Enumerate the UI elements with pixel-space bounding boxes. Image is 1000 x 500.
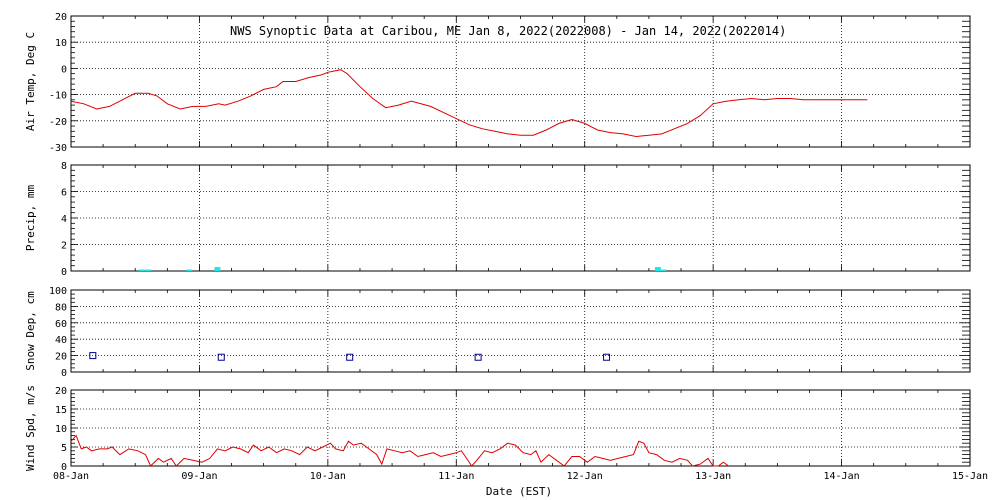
x-tick-label: 09-Jan xyxy=(181,471,217,482)
y-tick-label: 20 xyxy=(55,386,67,397)
y-tick-label: -30 xyxy=(49,143,67,154)
panel-precip: 8 6 4 2 0 Precip, mm xyxy=(24,161,971,278)
panel-wind: 20 15 10 5 0 Wind Spd, m/s xyxy=(24,385,971,473)
y-tick-label: 0 xyxy=(61,267,67,278)
precip-bar xyxy=(186,269,193,271)
y-tick-label: 0 xyxy=(61,368,67,379)
wind-series-line xyxy=(70,434,729,467)
snow-depth-point xyxy=(217,353,225,361)
x-tick-label: 14-Jan xyxy=(824,471,860,482)
y-tick-label: 4 xyxy=(61,214,67,225)
y-axis-label-temp: Air Temp, Deg C xyxy=(24,32,37,131)
x-tick-label: 11-Jan xyxy=(438,471,474,482)
y-tick-label: 20 xyxy=(55,12,67,23)
precip-bar xyxy=(660,269,667,271)
panel-frame xyxy=(70,164,971,272)
panel-frame xyxy=(70,389,971,467)
precip-bar xyxy=(145,269,152,271)
y-axis-label-snow: Snow Dep, cm xyxy=(24,291,37,371)
precip-bar xyxy=(214,267,221,271)
y-tick-label: -20 xyxy=(49,117,67,128)
snow-depth-point xyxy=(346,353,354,361)
y-tick-label: 40 xyxy=(55,335,67,346)
y-tick-label: 2 xyxy=(61,241,67,252)
y-tick-label: 10 xyxy=(55,424,67,435)
snow-depth-point xyxy=(89,352,97,360)
y-tick-label: 100 xyxy=(49,286,67,297)
y-tick-label: 8 xyxy=(61,161,67,172)
chart-title: NWS Synoptic Data at Caribou, ME Jan 8, … xyxy=(230,24,786,38)
x-axis-label: Date (EST) xyxy=(486,485,552,498)
x-tick-label: 12-Jan xyxy=(567,471,603,482)
panel-temp: 20 10 0 -10 -20 -30 Air Temp, Deg C xyxy=(24,12,971,154)
y-axis-label-wind: Wind Spd, m/s xyxy=(24,385,37,471)
x-tick-label: 15-Jan xyxy=(952,471,988,482)
y-tick-label: 20 xyxy=(55,352,67,363)
y-tick-label: 10 xyxy=(55,38,67,49)
y-tick-label: 0 xyxy=(61,64,67,75)
y-tick-label: -10 xyxy=(49,91,67,102)
y-axis-label-precip: Precip, mm xyxy=(24,185,37,252)
x-tick-label: 08-Jan xyxy=(53,471,89,482)
temp-series-line xyxy=(70,69,868,138)
y-tick-label: 60 xyxy=(55,319,67,330)
panel-frame xyxy=(70,289,971,373)
y-tick-label: 6 xyxy=(61,188,67,199)
snow-depth-point xyxy=(603,353,611,361)
panel-snow: 100 80 60 40 20 0 Snow Dep, cm xyxy=(24,286,971,379)
y-tick-label: 80 xyxy=(55,302,67,313)
precip-bar xyxy=(138,269,145,271)
snow-depth-point xyxy=(474,353,482,361)
y-tick-label: 15 xyxy=(55,405,67,416)
x-tick-label: 10-Jan xyxy=(310,471,346,482)
y-tick-label: 5 xyxy=(61,443,67,454)
x-tick-label: 13-Jan xyxy=(695,471,731,482)
precip-bar xyxy=(654,267,661,271)
y-tick-label: 0 xyxy=(61,462,67,473)
